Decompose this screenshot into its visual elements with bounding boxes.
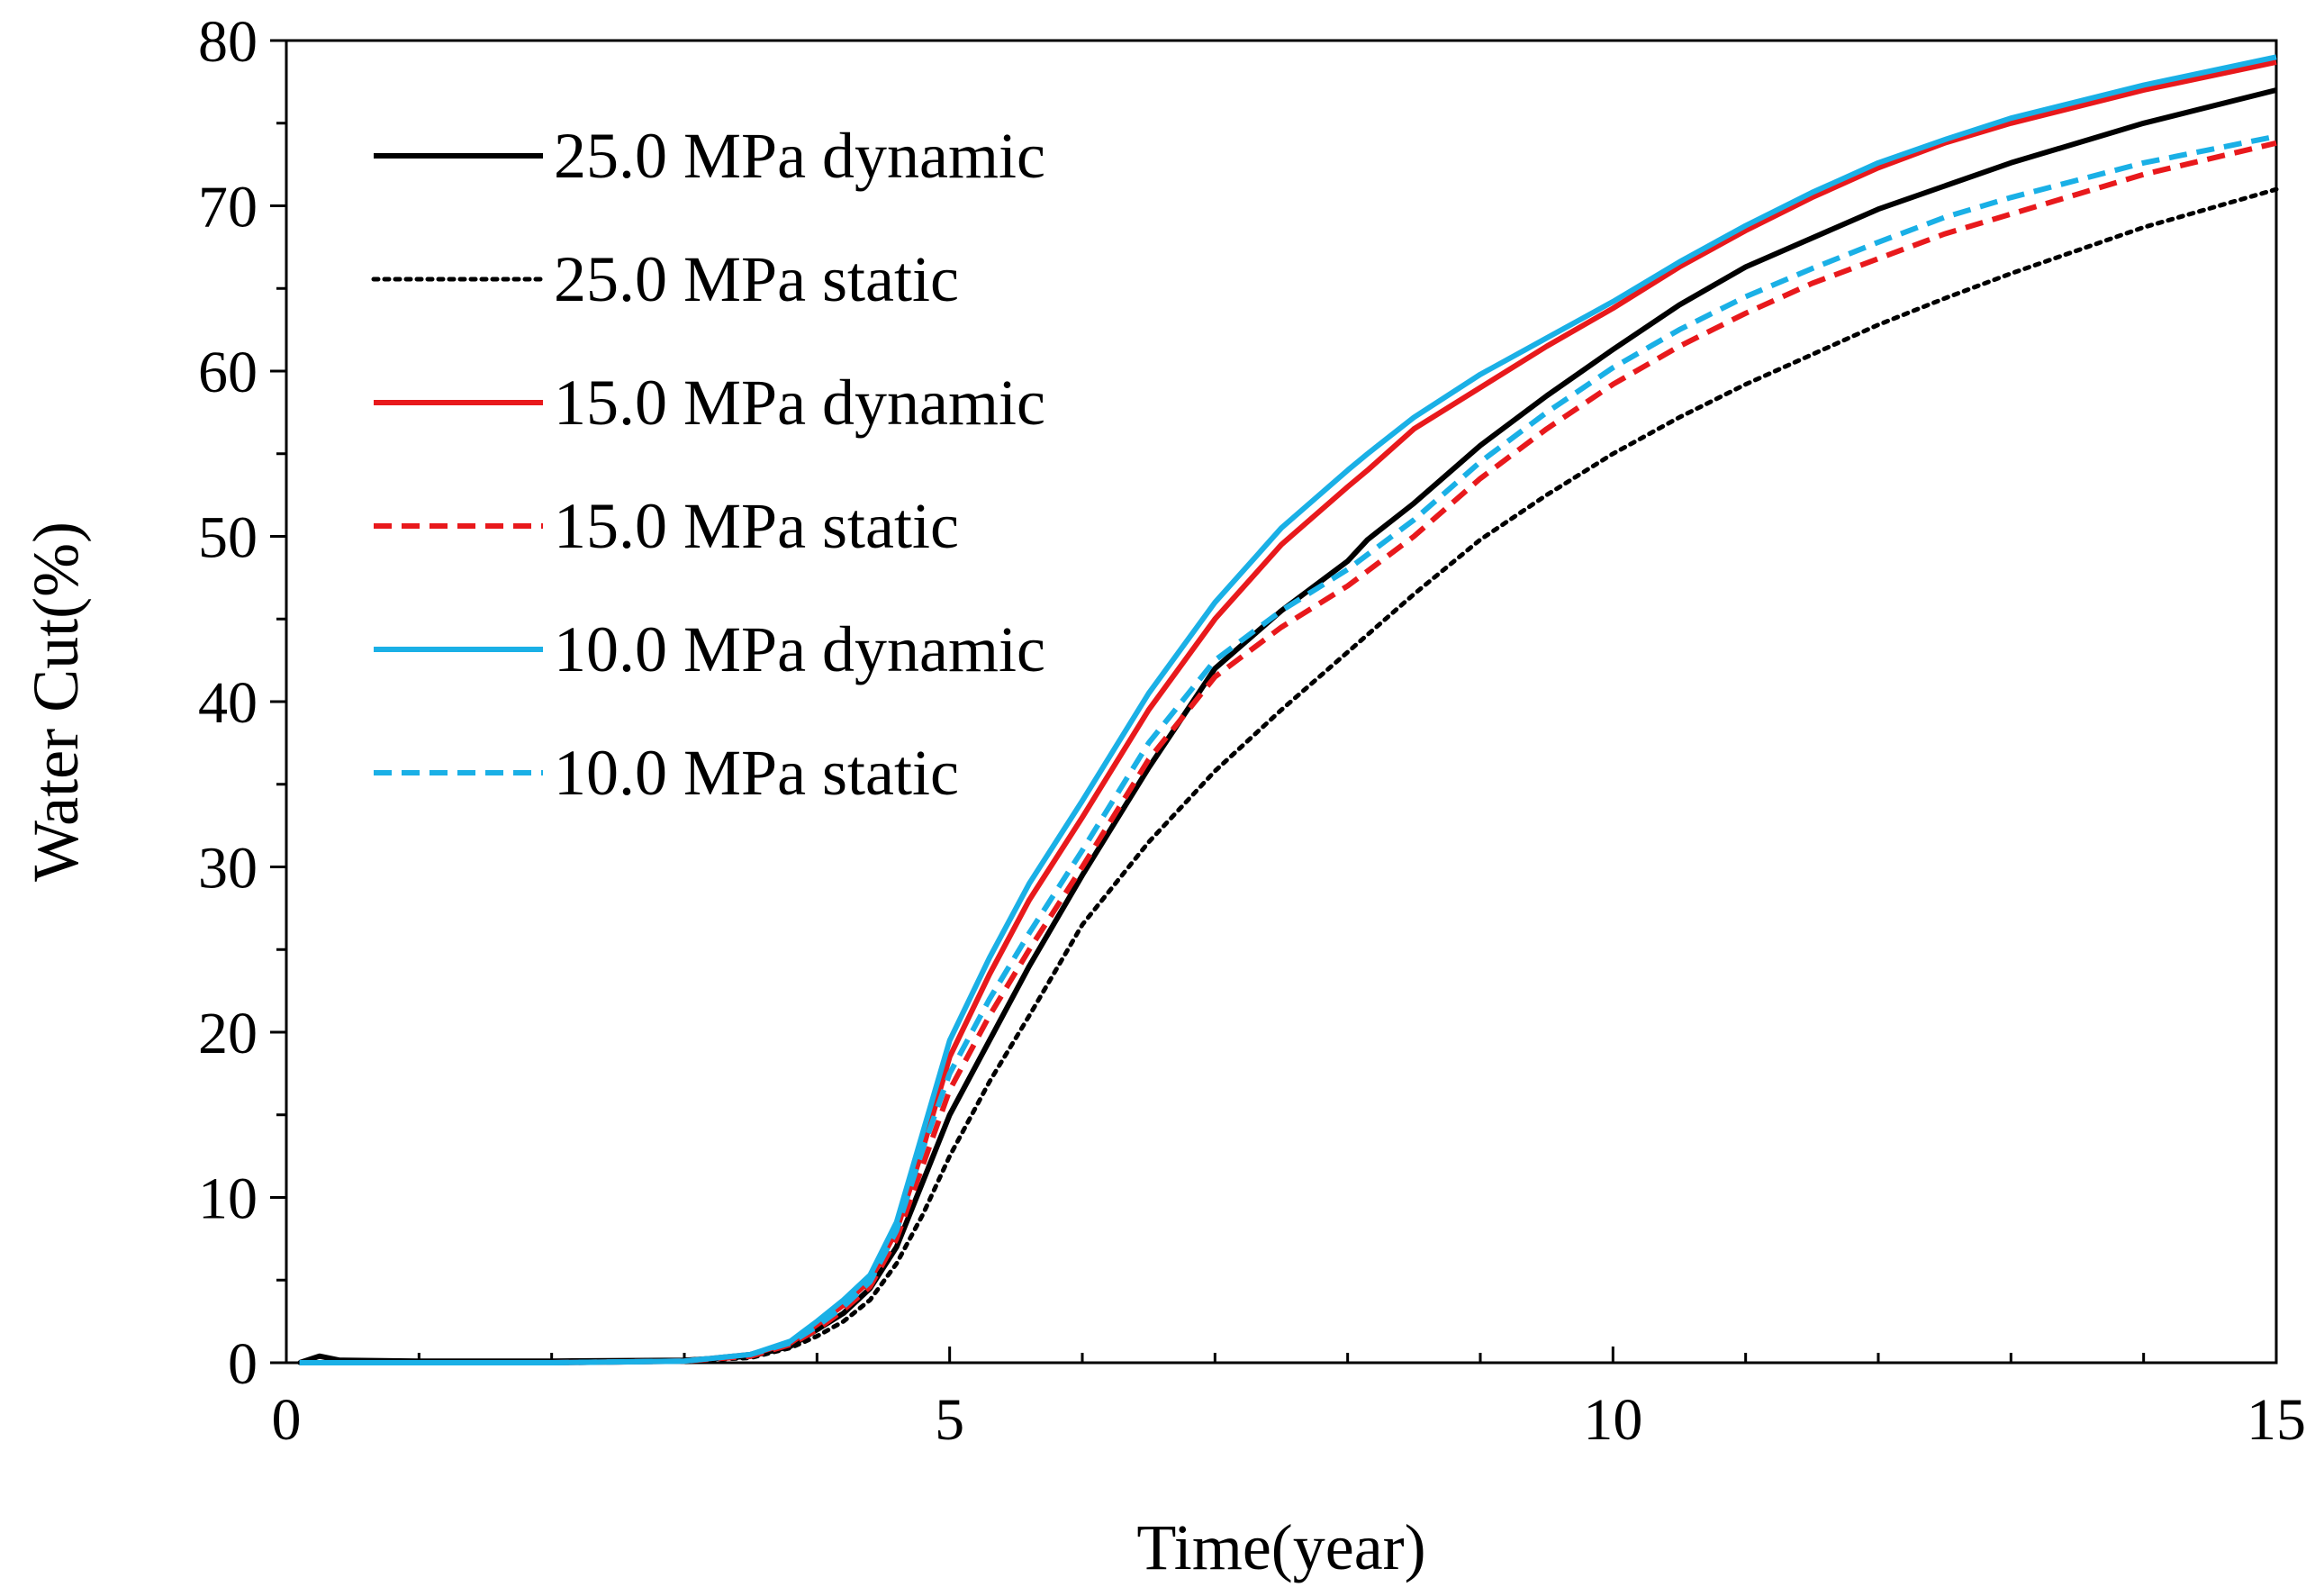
y-tick-label: 80	[198, 9, 258, 75]
series-lines	[297, 54, 2279, 1365]
legend-label-4: 15.0 MPa static	[554, 490, 959, 562]
y-tick-label: 0	[228, 1331, 258, 1397]
y-tick-label: 10	[198, 1166, 258, 1232]
legend-label-5: 10.0 MPa dynamic	[554, 613, 1045, 685]
y-tick-label: 50	[198, 505, 258, 571]
x-tick-label: 10	[1583, 1387, 1642, 1453]
axis-ticks	[270, 39, 2278, 1365]
legend-label-1: 25.0 MPa dynamic	[554, 120, 1045, 192]
x-tick-label: 5	[935, 1387, 964, 1453]
axis-tick-labels: 0 5 10 15 0 10 20 30 40 50 60 70 80	[198, 9, 2306, 1453]
y-tick-label: 40	[198, 670, 258, 736]
legend: 25.0 MPa dynamic 25.0 MPa static 15.0 MPa …	[371, 120, 1045, 809]
series-line-2	[297, 186, 2279, 1365]
x-tick-label: 15	[2247, 1387, 2306, 1453]
legend-label-6: 10.0 MPa static	[554, 737, 959, 809]
series-line-5	[299, 54, 2277, 1365]
y-tick-label: 60	[198, 340, 258, 405]
y-tick-label: 20	[198, 1001, 258, 1066]
series-line-6	[299, 133, 2277, 1365]
x-tick-label: 0	[272, 1387, 302, 1453]
y-tick-label: 30	[198, 836, 258, 902]
legend-label-2: 25.0 MPa static	[554, 243, 959, 315]
legend-label-3: 15.0 MPa dynamic	[554, 367, 1045, 439]
series-line-4	[299, 140, 2277, 1365]
x-axis-title: Time(year)	[1136, 1511, 1425, 1583]
y-axis-title: Water Cut(%)	[20, 521, 92, 882]
y-tick-label: 70	[198, 175, 258, 240]
